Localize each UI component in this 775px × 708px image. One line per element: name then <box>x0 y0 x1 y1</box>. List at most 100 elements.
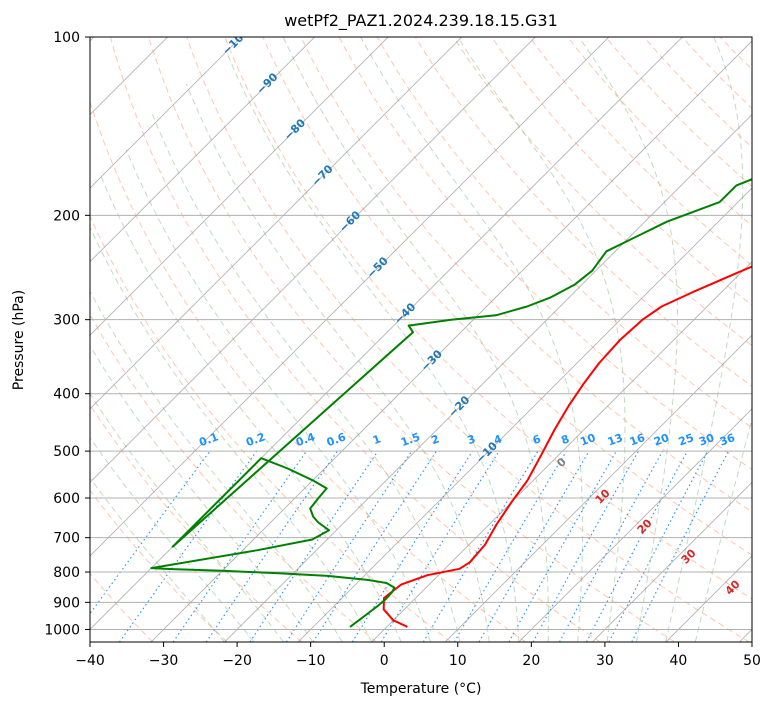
dry-adiabat <box>148 37 675 642</box>
dry-adiabat <box>0 37 3 642</box>
dry-adiabat <box>110 37 601 642</box>
mixing-ratio-label: 13 <box>606 431 625 448</box>
y-axis-label: Pressure (hPa) <box>11 290 27 390</box>
y-tick-label: 700 <box>53 531 80 547</box>
y-tick-label: 500 <box>53 444 80 460</box>
mixing-ratio-label: 0.1 <box>197 430 220 449</box>
y-tick-label: 300 <box>53 313 80 329</box>
dry-adiabat <box>338 37 752 471</box>
dewpoint-profile-line <box>150 178 752 628</box>
x-tick-label: −30 <box>149 653 179 669</box>
isotherm <box>90 37 242 189</box>
y-tick-label: 600 <box>53 491 80 507</box>
mixing-ratio-label: 1.5 <box>399 430 422 449</box>
moist-adiabat <box>151 114 461 642</box>
isotherm <box>90 37 315 263</box>
x-tick-label: 30 <box>596 653 614 669</box>
y-tick-label: 1000 <box>44 622 80 638</box>
plot-frame <box>89 36 753 643</box>
chart-title: wetPf2_PAZ1.2024.239.18.15.G31 <box>284 11 558 31</box>
mixing-ratio-line <box>586 450 688 642</box>
moist-adiabat <box>694 417 752 642</box>
dry-adiabat <box>90 100 526 642</box>
dry-adiabat <box>491 37 752 306</box>
dry-adiabat <box>90 215 452 642</box>
moist-adiabat <box>90 226 373 642</box>
moist-adiabat <box>225 49 520 642</box>
y-tick-label: 200 <box>53 208 80 224</box>
x-tick-label: 0 <box>380 653 389 669</box>
isotherm <box>297 187 752 642</box>
y-tick-label: 800 <box>53 565 80 581</box>
dry-adiabat <box>90 403 303 642</box>
plot-background <box>90 37 752 642</box>
y-tick-label: 400 <box>53 387 80 403</box>
mixing-ratio-line <box>312 450 437 642</box>
dry-adiabat <box>643 37 752 148</box>
mixing-ratio-label: 0.2 <box>244 430 267 449</box>
moist-adiabat <box>90 477 225 642</box>
dry-adiabat <box>90 313 377 642</box>
moist-adiabat <box>665 37 744 642</box>
y-tick-label: 100 <box>53 30 80 46</box>
isotherm <box>90 37 389 336</box>
mixing-ratio-label: 3 <box>466 432 478 447</box>
x-tick-label: −10 <box>296 653 326 669</box>
isotherm <box>224 113 752 642</box>
mixing-ratio-label: 8 <box>559 432 571 447</box>
dry-adiabat <box>300 37 752 513</box>
dry-adiabat <box>186 37 750 642</box>
mixing-ratio-label: 36 <box>718 431 737 449</box>
mixing-ratio-line <box>422 450 539 642</box>
dry-adiabat <box>414 37 752 387</box>
dry-adiabat <box>262 37 752 556</box>
mixing-ratio-label: 30 <box>697 431 716 449</box>
moist-adiabat <box>457 37 626 642</box>
temperature-profile-line <box>382 265 752 628</box>
profile-lines <box>150 178 752 628</box>
isotherm <box>518 408 752 642</box>
mixing-ratio-label: 4 <box>492 432 504 447</box>
x-axis-label: Temperature (°C) <box>360 681 482 697</box>
mixing-ratio-line <box>205 450 338 642</box>
mixing-ratio-label: 2 <box>429 432 441 447</box>
axis-ticks: −40 −30 −20 −10 0 10 20 30 40 5010020030040050060… <box>44 30 761 669</box>
mixing-ratio-label: 25 <box>677 431 696 448</box>
x-tick-label: 10 <box>449 653 467 669</box>
y-tick-label: 900 <box>53 595 80 611</box>
isotherm <box>90 37 463 410</box>
mixing-ratio-label: 16 <box>628 431 647 449</box>
moist-adiabat <box>90 392 284 642</box>
x-tick-label: 50 <box>743 653 761 669</box>
mixing-ratio-line <box>285 450 413 642</box>
dry-adiabat <box>605 37 752 188</box>
isotherm <box>371 261 752 642</box>
isotherm <box>444 334 752 642</box>
moist-adiabat <box>185 83 490 642</box>
moist-adiabat <box>90 436 255 642</box>
dry-adiabat <box>758 37 775 642</box>
x-tick-label: 40 <box>670 653 688 669</box>
mixing-ratio-label: 0.4 <box>294 430 317 449</box>
moist-adiabat <box>90 290 343 642</box>
mixing-ratio-label: 10 <box>578 431 597 449</box>
mixing-ratio-label: 1 <box>371 432 383 447</box>
mixing-ratio-line <box>351 450 474 642</box>
mixing-ratio-label: 6 <box>531 432 543 447</box>
dry-adiabat <box>224 37 752 600</box>
x-tick-label: −20 <box>222 653 252 669</box>
isotherm <box>90 37 536 483</box>
isotherm <box>150 40 752 642</box>
isotherm <box>592 481 752 642</box>
mixing-ratio-label: 20 <box>652 431 671 449</box>
mixing-ratio-line <box>172 450 308 642</box>
moist-adiabat <box>282 37 549 642</box>
mixing-ratio-line <box>249 450 379 642</box>
dry-adiabat <box>452 37 752 347</box>
mixing-ratio-line <box>559 450 664 642</box>
dry-adiabat <box>376 37 752 429</box>
x-tick-label: −40 <box>75 653 105 669</box>
mixing-ratio-label: 0.6 <box>325 430 348 449</box>
mixing-ratio-line <box>453 450 567 642</box>
